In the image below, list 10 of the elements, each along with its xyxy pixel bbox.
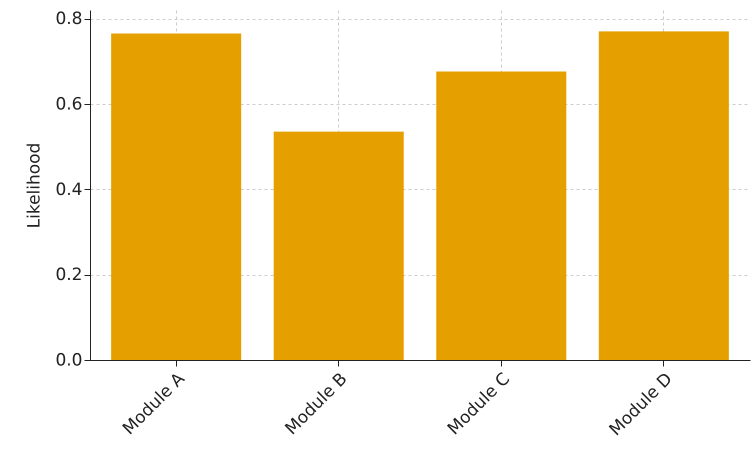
y-tick-label: 0.8: [55, 9, 82, 30]
bar: [436, 71, 566, 360]
y-tick-label: 0.2: [55, 265, 82, 286]
bar: [598, 31, 729, 360]
bar: [274, 132, 404, 360]
y-tick-label: 0.6: [55, 94, 82, 114]
y-axis-title: Likelihood: [24, 142, 44, 228]
y-tick-label: 0.4: [55, 180, 82, 200]
y-tick-label: 0.0: [55, 350, 82, 370]
bar: [111, 33, 242, 360]
